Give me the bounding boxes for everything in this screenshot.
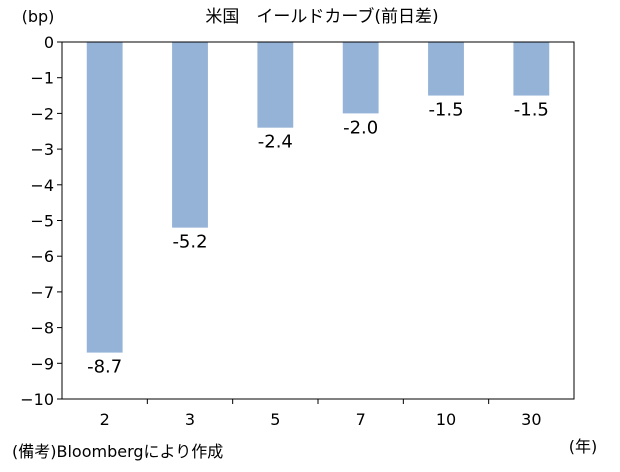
bar-series <box>86 42 550 353</box>
y-tick-label: −6 <box>30 247 54 266</box>
y-axis: 0 −1 −2 −3 −4 −5 −6 −7 −8 −9 −10 <box>20 33 62 409</box>
y-tick-label: −1 <box>30 69 54 88</box>
data-labels: -8.7 -5.2 -2.4 -2.0 -1.5 -1.5 <box>87 100 549 378</box>
y-tick-label: −5 <box>30 212 54 231</box>
data-label: -5.2 <box>172 232 207 253</box>
bar <box>513 42 550 96</box>
y-tick-label: −7 <box>30 283 54 302</box>
y-tick-label: −9 <box>30 354 54 373</box>
y-tick-label: 0 <box>44 33 54 52</box>
bar <box>257 42 294 128</box>
data-label: -2.4 <box>258 132 293 153</box>
bar <box>428 42 464 96</box>
y-tick-label: −2 <box>30 104 54 123</box>
bar <box>172 42 208 228</box>
x-tick-label: 2 <box>100 410 110 429</box>
plot-area-frame <box>61 41 575 400</box>
x-tick-label: 7 <box>356 410 366 429</box>
data-label: -2.0 <box>343 117 378 138</box>
x-tick-label: 5 <box>270 410 280 429</box>
y-tick-label: −4 <box>30 176 54 195</box>
x-tick-label: 3 <box>185 410 195 429</box>
y-axis-unit-label: (bp) <box>22 7 55 26</box>
data-label: -1.5 <box>428 100 463 121</box>
x-axis-unit-label: (年) <box>569 437 598 456</box>
y-tick-label: −10 <box>20 390 54 409</box>
y-tick-label: −8 <box>30 319 54 338</box>
bar <box>342 42 379 114</box>
y-tick-label: −3 <box>30 140 54 159</box>
x-tick-label: 30 <box>521 410 541 429</box>
data-label: -1.5 <box>514 100 549 121</box>
source-note: (備考)Bloombergにより作成 <box>12 442 223 461</box>
bar <box>86 42 123 353</box>
x-axis: 2 3 5 7 10 30 <box>100 399 542 429</box>
x-tick-label: 10 <box>436 410 456 429</box>
data-label: -8.7 <box>87 357 122 378</box>
chart-title: 米国 イールドカーブ(前日差) <box>205 6 438 27</box>
